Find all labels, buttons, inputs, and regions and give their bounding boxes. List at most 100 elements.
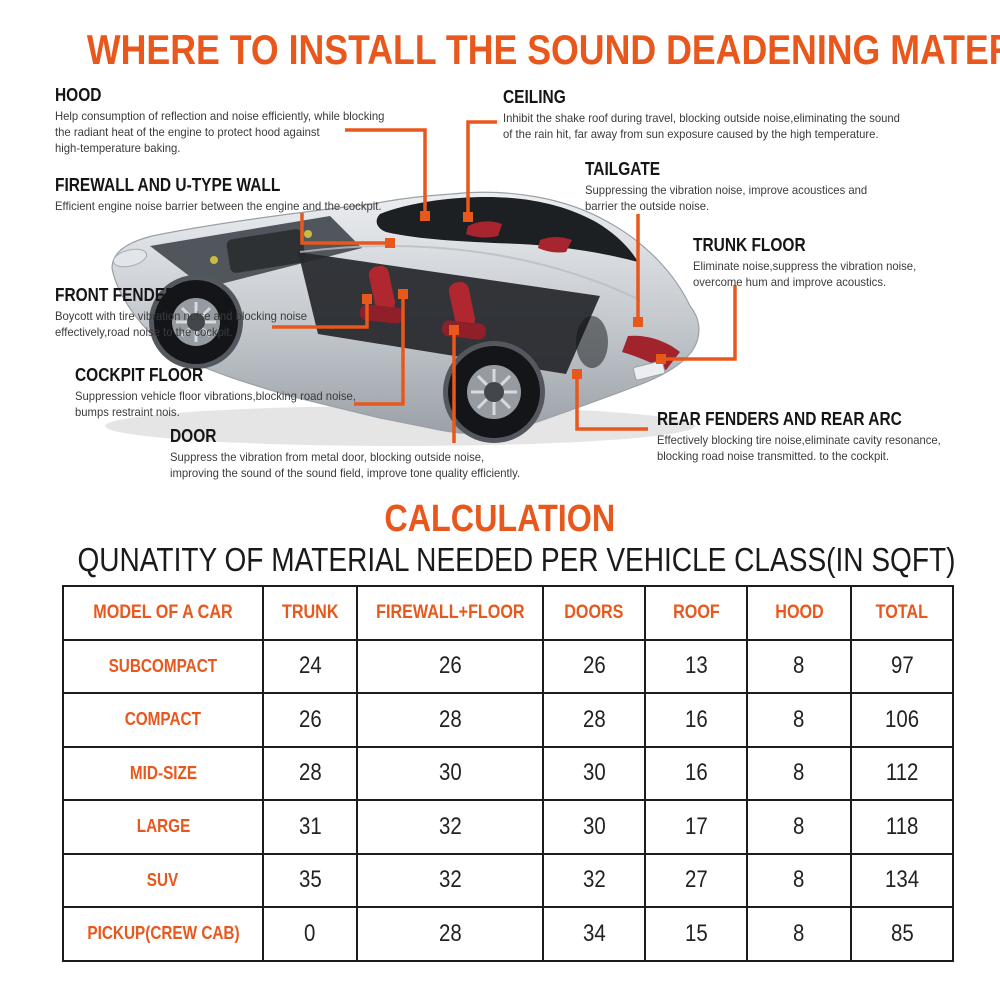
callout-description: Suppression vehicle floor vibrations,blo…: [75, 388, 356, 419]
column-header: DOORS: [542, 585, 646, 641]
column-header: TOTAL: [850, 585, 954, 641]
table-row: SUBCOMPACT 24 26 26 13 8 97: [62, 638, 954, 694]
column-header: FIREWALL+FLOOR: [356, 585, 544, 641]
firewall-marker: [385, 238, 395, 248]
callout-heading: DOOR: [170, 426, 217, 446]
rear-fenders-marker: [572, 369, 582, 379]
callout-firewall: FIREWALL AND U-TYPE WALL Efficient engin…: [55, 176, 475, 215]
quantity-value: 34: [542, 906, 646, 962]
quantity-value: 17: [644, 799, 748, 855]
callout-connectors: [272, 120, 737, 443]
callout-front-fender: FRONT FENDER Boycott with tire vibration…: [55, 286, 415, 341]
vehicle-class-label: LARGE: [62, 799, 264, 855]
callout-heading: COCKPIT FLOOR: [75, 365, 204, 385]
callout-heading: FRONT FENDER: [55, 285, 177, 305]
quantity-value: 15: [644, 906, 748, 962]
callout-heading: REAR FENDERS AND REAR ARC: [657, 409, 902, 429]
trunk-floor-connector-line: [664, 285, 737, 361]
quantity-value: 8: [746, 852, 852, 908]
quantity-value: 106: [850, 692, 954, 748]
quantity-value: 30: [542, 745, 646, 801]
callout-heading: TRUNK FLOOR: [693, 235, 806, 255]
callout-cockpit-floor: COCKPIT FLOOR Suppression vehicle floor …: [75, 366, 435, 421]
quantity-value: 0: [262, 906, 358, 962]
quantity-value: 24: [262, 638, 358, 694]
table-row: COMPACT 26 28 28 16 8 106: [62, 692, 954, 748]
ceiling-marker: [463, 212, 473, 222]
callout-description: Boycott with tire vibration noise and bl…: [55, 308, 308, 339]
vehicle-class-label: SUV: [62, 852, 264, 908]
callout-markers: [362, 211, 666, 379]
car-cutaway-illustration: [105, 191, 700, 446]
quantity-value: 35: [262, 852, 358, 908]
callout-door: DOOR Suppress the vibration from metal d…: [170, 427, 590, 482]
callout-rear-fenders: REAR FENDERS AND REAR ARC Effectively bl…: [657, 410, 987, 465]
table-row: MODEL OF A CAR TRUNK FIREWALL+FLOOR DOORS RO…: [62, 585, 954, 641]
tailgate-marker: [633, 317, 643, 327]
callout-hood: HOOD Help consumption of reflection and …: [55, 86, 475, 156]
front-fender-connector-line: [272, 302, 369, 329]
quantity-value: 16: [644, 745, 748, 801]
quantity-value: 30: [542, 799, 646, 855]
material-quantity-table: MODEL OF A CAR TRUNK FIREWALL+FLOOR DOORS RO…: [62, 585, 954, 962]
hood-connector-line: [345, 128, 427, 214]
column-header: TRUNK: [262, 585, 358, 641]
column-header: MODEL OF A CAR: [62, 585, 264, 641]
callout-ceiling: CEILING Inhibit the shake roof during tr…: [503, 88, 983, 143]
callout-heading: CEILING: [503, 87, 566, 107]
cockpit-floor-connector-line: [354, 297, 405, 406]
callout-heading: TAILGATE: [585, 159, 661, 179]
table-row: LARGE 31 32 30 17 8 118: [62, 799, 954, 855]
trunk-floor-marker: [656, 354, 666, 364]
door-marker: [449, 325, 459, 335]
quantity-value: 16: [644, 692, 748, 748]
quantity-value: 85: [850, 906, 954, 962]
table-row: SUV 35 32 32 27 8 134: [62, 852, 954, 908]
table-body: SUBCOMPACT 24 26 26 13 8 97 COMPACT 26 28 28 16 8 106…: [62, 638, 954, 962]
ceiling-connector-line: [466, 120, 497, 215]
rear-fenders-connector-line: [575, 377, 648, 431]
quantity-value: 13: [644, 638, 748, 694]
quantity-value: 118: [850, 799, 954, 855]
calculation-title: CALCULATION: [384, 498, 616, 540]
quantity-value: 112: [850, 745, 954, 801]
page-title: WHERE TO INSTALL THE SOUND DEADENING MAT…: [86, 26, 1000, 73]
calculation-subtitle: QUNATITY OF MATERIAL NEEDED PER VEHICLE …: [77, 541, 956, 578]
callout-description: Inhibit the shake roof during travel, bl…: [503, 110, 900, 141]
quantity-value: 32: [542, 852, 646, 908]
table-header-row: MODEL OF A CAR TRUNK FIREWALL+FLOOR DOORS RO…: [62, 585, 954, 641]
callout-description: Suppress the vibration from metal door, …: [170, 449, 521, 480]
vehicle-class-label: MID-SIZE: [62, 745, 264, 801]
callout-description: Suppressing the vibration noise, improve…: [585, 182, 868, 213]
vehicle-class-label: SUBCOMPACT: [62, 638, 264, 694]
vehicle-class-label: COMPACT: [62, 692, 264, 748]
quantity-value: 30: [356, 745, 544, 801]
quantity-value: 26: [542, 638, 646, 694]
callout-description: Eliminate noise,suppress the vibration n…: [693, 258, 917, 289]
column-header: ROOF: [644, 585, 748, 641]
quantity-value: 97: [850, 638, 954, 694]
column-header: HOOD: [746, 585, 852, 641]
quantity-value: 26: [262, 692, 358, 748]
callout-heading: FIREWALL AND U-TYPE WALL: [55, 175, 281, 195]
table-row: PICKUP(CREW CAB) 0 28 34 15 8 85: [62, 906, 954, 962]
callout-description: Efficient engine noise barrier between t…: [55, 198, 382, 213]
callout-heading: HOOD: [55, 85, 102, 105]
vehicle-class-label: PICKUP(CREW CAB): [62, 906, 264, 962]
quantity-value: 134: [850, 852, 954, 908]
quantity-value: 8: [746, 906, 852, 962]
callout-tailgate: TAILGATE Suppressing the vibration noise…: [585, 160, 945, 215]
firewall-connector-line: [300, 213, 388, 245]
callout-description: Effectively blocking tire noise,eliminat…: [657, 432, 941, 463]
quantity-value: 8: [746, 638, 852, 694]
cockpit-floor-marker: [398, 289, 408, 299]
quantity-value: 8: [746, 745, 852, 801]
quantity-value: 8: [746, 799, 852, 855]
quantity-value: 28: [356, 692, 544, 748]
quantity-value: 28: [356, 906, 544, 962]
callout-trunk-floor: TRUNK FLOOR Eliminate noise,suppress the…: [693, 236, 993, 291]
quantity-value: 28: [262, 745, 358, 801]
quantity-value: 28: [542, 692, 646, 748]
